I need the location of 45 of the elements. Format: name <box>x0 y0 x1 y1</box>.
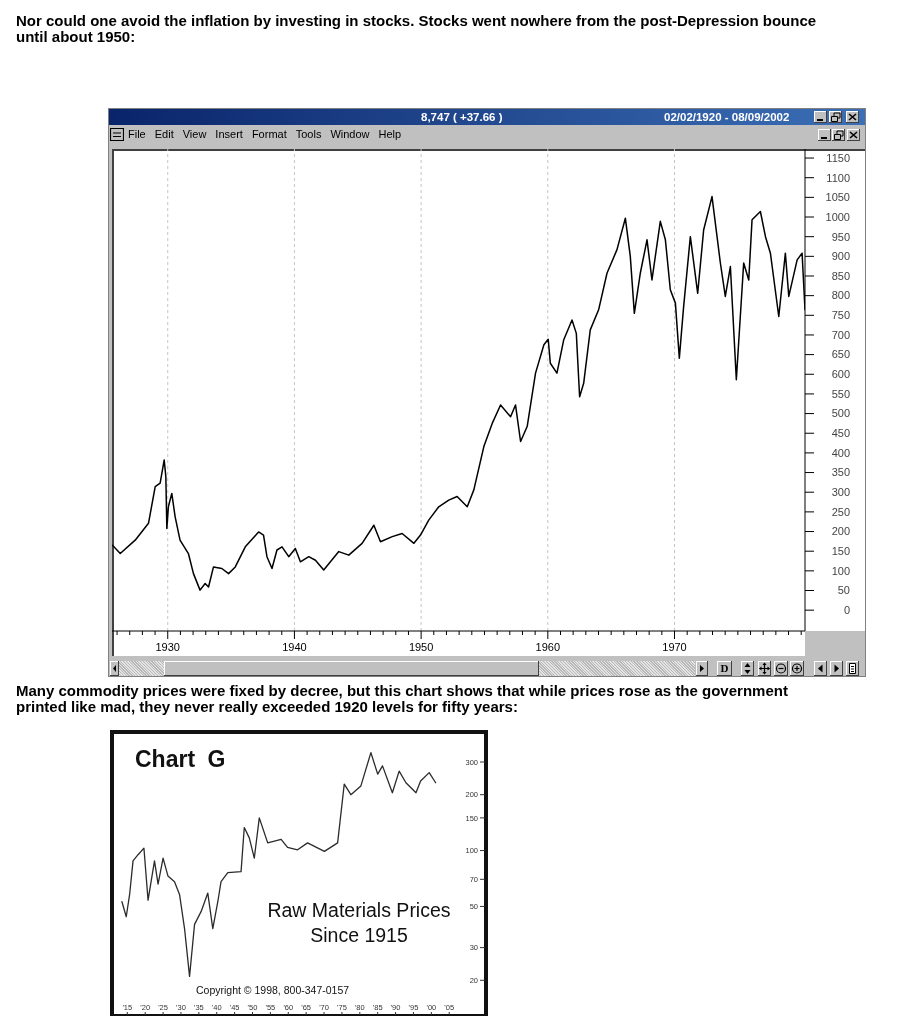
y-tick-label: 350 <box>831 466 850 479</box>
chart-title: Nor could one avoid the inflation by investing in stocks. Stocks went nowhere from the post-Depression bounce until about 1950: <box>16 12 818 45</box>
y-tick-label: 450 <box>831 427 850 440</box>
y-tick-label: 1050 <box>825 191 850 204</box>
y-tick-label: 750 <box>831 309 850 322</box>
text: 02/02/1920 - 08/09/2002 <box>664 110 790 124</box>
y-tick-label: 100 <box>831 564 850 577</box>
y-tick-label: 800 <box>831 289 850 302</box>
y-tick-label: 550 <box>831 387 850 400</box>
text: Edit <box>154 127 174 142</box>
text: File <box>128 127 146 142</box>
y-tick-label: 1150 <box>826 151 850 164</box>
text: Insert <box>215 127 243 142</box>
text: Many commodity prices were fixed by decree, but this chart shows that while prices rose as the government printed like mad, they never really exceeded 1920 levels for fifty years: <box>16 682 789 715</box>
text: View <box>182 127 207 142</box>
y-tick-label: 700 <box>831 328 850 341</box>
y-tick-label: 950 <box>831 230 850 243</box>
y-tick-label: 900 <box>831 250 850 263</box>
y-tick-label: 0 <box>843 604 850 617</box>
y-tick-label: 1000 <box>825 210 850 223</box>
text-button: D <box>717 661 732 676</box>
y-tick-label: 850 <box>831 269 850 282</box>
y-tick-label: 300 <box>831 486 850 499</box>
y-tick-label: 650 <box>831 348 850 361</box>
text: Tools <box>295 127 322 142</box>
text: Raw Materials Prices Since 1915 <box>266 898 452 948</box>
y-tick-label: 400 <box>831 446 850 459</box>
y-tick-label: 500 <box>831 407 850 420</box>
y-tick-label: 600 <box>831 368 850 381</box>
x-tick-label: 1960 <box>535 641 561 653</box>
text: 8,747 ( +37.66 ) <box>421 110 503 124</box>
y-tick-label: 50 <box>837 584 850 597</box>
y-tick-label: 1100 <box>826 171 850 184</box>
x-tick-label: 1970 <box>662 641 687 653</box>
annotation: Copyright © 1998, 800-347-0157 <box>196 984 350 996</box>
y-tick-label: 250 <box>831 505 850 518</box>
text: Format <box>251 127 287 142</box>
y-tick-label: 150 <box>831 545 850 558</box>
x-tick-label: 1930 <box>155 641 180 653</box>
text: Help <box>378 127 402 142</box>
x-tick-label: 1950 <box>408 641 434 653</box>
text: Chart G <box>135 746 226 773</box>
x-tick-label: 1940 <box>282 641 307 653</box>
y-tick-label: 200 <box>831 525 850 538</box>
text: Window <box>330 127 370 142</box>
